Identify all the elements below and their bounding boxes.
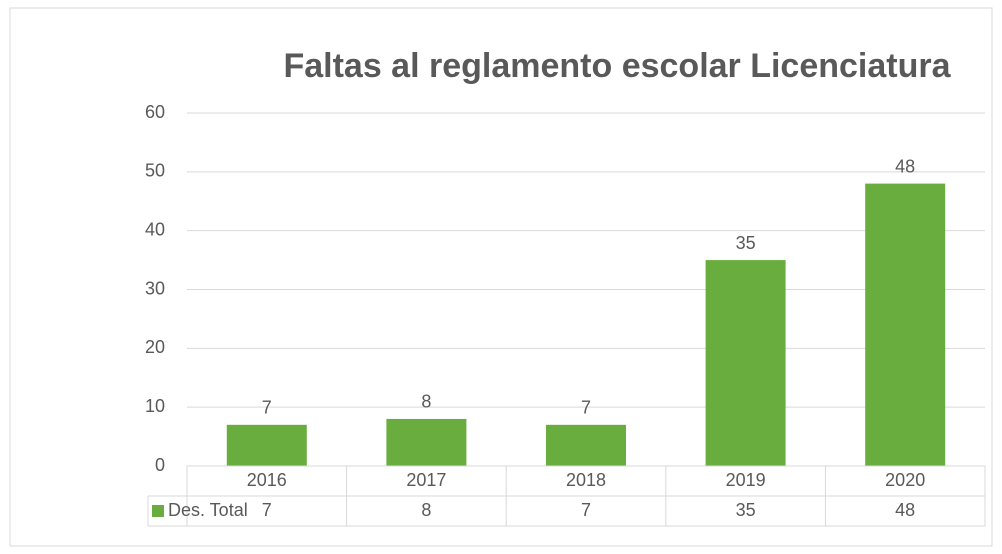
y-tick-label: 40 <box>145 219 165 239</box>
legend-key <box>152 505 164 517</box>
table-value: 7 <box>262 500 272 520</box>
bar <box>705 260 786 466</box>
y-tick-label: 10 <box>145 396 165 416</box>
x-tick-label: 2017 <box>406 470 446 490</box>
bar <box>865 183 946 466</box>
y-tick-label: 0 <box>155 455 165 475</box>
table-value: 8 <box>421 500 431 520</box>
table-value: 35 <box>736 500 756 520</box>
x-tick-label: 2019 <box>726 470 766 490</box>
bar <box>546 424 626 466</box>
bar <box>386 418 467 466</box>
chart-title: Faltas al reglamento escolar Licenciatur… <box>283 47 951 85</box>
bar <box>226 424 307 466</box>
y-tick-label: 20 <box>145 337 165 357</box>
table-value: 7 <box>581 500 591 520</box>
legend-label: Des. Total <box>168 500 248 520</box>
data-label: 35 <box>736 233 756 253</box>
x-tick-label: 2018 <box>566 470 606 490</box>
data-label: 48 <box>895 156 915 176</box>
y-tick-label: 30 <box>145 278 165 298</box>
y-tick-label: 50 <box>145 161 165 181</box>
data-label: 7 <box>262 398 272 418</box>
data-label: 7 <box>581 398 591 418</box>
data-label: 8 <box>421 392 431 412</box>
x-tick-label: 2016 <box>247 470 287 490</box>
table-value: 48 <box>895 500 915 520</box>
x-tick-label: 2020 <box>885 470 925 490</box>
y-tick-label: 60 <box>145 102 165 122</box>
chart-border <box>9 7 993 547</box>
